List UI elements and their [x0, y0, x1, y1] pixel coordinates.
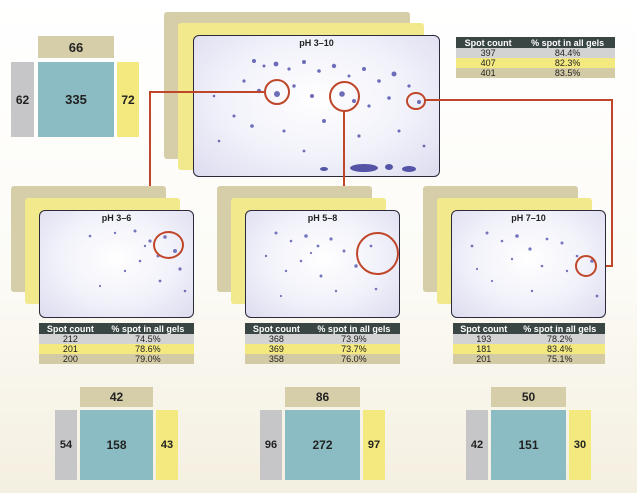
col-header-percent: % spot in all gels	[101, 323, 194, 334]
gel-title: pH 3–6	[101, 213, 132, 223]
highlight-ring	[356, 232, 399, 275]
venn-top-value: 42	[80, 387, 153, 407]
percent-cell: 73.7%	[307, 344, 400, 354]
col-header-percent: % spot in all gels	[307, 323, 400, 334]
spot-table-ph-5-8: Spot count % spot in all gels 368 73.9% 3…	[245, 323, 400, 364]
spot-table-ph-7-10: Spot count % spot in all gels 193 78.2% 1…	[453, 323, 605, 364]
gel-spots	[212, 59, 426, 172]
venn-center-value: 158	[80, 410, 153, 480]
spot-count-cell: 358	[245, 354, 308, 364]
venn-left-value: 96	[260, 410, 282, 480]
col-header-percent: % spot in all gels	[520, 37, 615, 48]
venn-top-value: 86	[285, 387, 360, 407]
venn-right-value: 43	[156, 410, 178, 480]
percent-cell: 78.2%	[514, 334, 605, 344]
gel-image-ph-3-6: pH 3–6	[39, 210, 194, 318]
spot-table-ph-3-6: Spot count % spot in all gels 212 74.5% 2…	[39, 323, 194, 364]
connector-line	[149, 91, 151, 243]
spot-count-cell: 201	[453, 354, 515, 364]
percent-cell: 74.5%	[101, 334, 194, 344]
connector-line	[611, 99, 613, 266]
percent-cell: 76.0%	[307, 354, 400, 364]
spot-count-cell: 200	[39, 354, 102, 364]
venn-right-value: 72	[117, 62, 139, 137]
percent-cell: 82.3%	[520, 58, 615, 68]
highlight-ring-acidic	[264, 79, 290, 105]
venn-center-value: 151	[491, 410, 566, 480]
venn-top-value: 66	[38, 36, 114, 58]
percent-cell: 75.1%	[514, 354, 605, 364]
percent-cell: 73.9%	[307, 334, 400, 344]
spot-count-cell: 201	[39, 344, 102, 354]
col-header-percent: % spot in all gels	[514, 323, 605, 334]
col-header-spot-count: Spot count	[39, 323, 102, 334]
top-spot-table: Spot count % spot in all gels 397 84.4% 4…	[456, 37, 615, 78]
highlight-ring	[575, 255, 597, 277]
col-header-spot-count: Spot count	[456, 37, 521, 48]
gel-title: pH 7–10	[511, 213, 546, 223]
spot-count-cell: 212	[39, 334, 102, 344]
venn-right-value: 30	[569, 410, 591, 480]
top-gel-image: pH 3–10	[193, 35, 440, 177]
spot-count-cell: 369	[245, 344, 308, 354]
venn-left-value: 42	[466, 410, 488, 480]
percent-cell: 78.6%	[101, 344, 194, 354]
venn-center-value: 272	[285, 410, 360, 480]
venn-top-value: 50	[491, 387, 566, 407]
percent-cell: 84.4%	[520, 48, 615, 58]
spot-count-cell: 397	[456, 48, 521, 58]
spot-count-cell: 401	[456, 68, 521, 78]
venn-center-value: 335	[38, 62, 114, 137]
venn-right-value: 97	[363, 410, 385, 480]
col-header-spot-count: Spot count	[245, 323, 308, 334]
percent-cell: 83.4%	[514, 344, 605, 354]
col-header-spot-count: Spot count	[453, 323, 515, 334]
highlight-ring-neutral	[329, 81, 360, 112]
venn-left-value: 62	[11, 62, 34, 137]
highlight-ring-basic	[406, 92, 426, 110]
spot-count-cell: 193	[453, 334, 515, 344]
connector-line	[343, 111, 345, 258]
spot-count-cell: 368	[245, 334, 308, 344]
percent-cell: 79.0%	[101, 354, 194, 364]
percent-cell: 83.5%	[520, 68, 615, 78]
highlight-ring	[153, 231, 184, 259]
spot-count-cell: 181	[453, 344, 515, 354]
connector-line	[149, 91, 265, 93]
top-gel-title: pH 3–10	[299, 38, 334, 48]
venn-left-value: 54	[55, 410, 77, 480]
gel-spots	[88, 229, 187, 293]
connector-line	[425, 99, 613, 101]
spot-count-cell: 407	[456, 58, 521, 68]
gel-title: pH 5–8	[307, 213, 338, 223]
